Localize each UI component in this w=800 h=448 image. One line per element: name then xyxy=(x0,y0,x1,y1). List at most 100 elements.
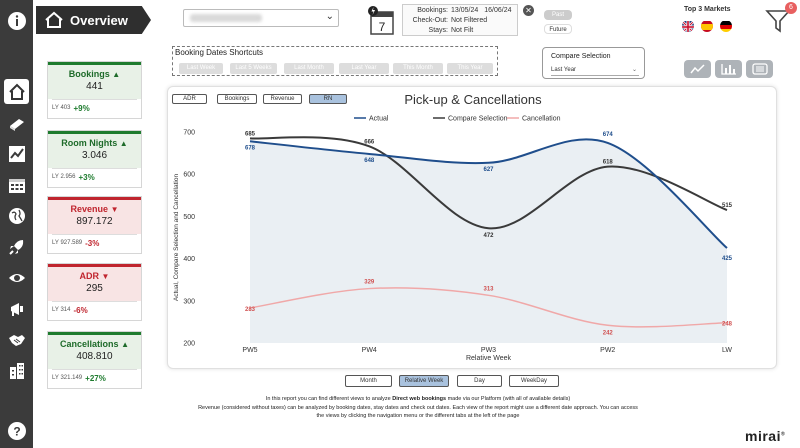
globe-icon[interactable] xyxy=(4,203,29,228)
compare-dropdown[interactable]: Last Year ⌄ xyxy=(551,64,639,76)
bar-chart-icon xyxy=(720,64,736,75)
kpi-card-bookings[interactable]: Bookings ▲ 441 LY 403 +9% xyxy=(47,61,142,119)
hotel-dropdown[interactable]: ⌄ xyxy=(183,9,339,27)
shortcut-last-year[interactable]: Last Year xyxy=(339,63,389,74)
germany-flag-icon[interactable] xyxy=(720,20,732,32)
compare-line xyxy=(249,136,728,230)
chevron-down-icon: ⌄ xyxy=(325,11,334,22)
uk-flag-icon[interactable] xyxy=(682,20,694,32)
line-chart-icon xyxy=(689,64,705,74)
y-axis-label: Actual, Compare Selection and Cancellati… xyxy=(173,174,180,302)
description-line-1: In this report you can find different vi… xyxy=(168,396,668,402)
line-chart-view-button[interactable] xyxy=(684,60,711,78)
megaphone-icon[interactable] xyxy=(4,296,29,321)
book-icon[interactable] xyxy=(4,110,29,135)
up-arrow-icon: ▲ xyxy=(121,340,129,349)
data-label: 618 xyxy=(603,160,614,166)
x-tick-label: PW4 xyxy=(362,347,377,354)
close-icon[interactable]: ✕ xyxy=(523,5,534,16)
kpi-value: 3.046 xyxy=(81,150,108,161)
data-label: 678 xyxy=(245,145,256,151)
bar-chart-view-button[interactable] xyxy=(715,60,742,78)
kpi-card-cancellations[interactable]: Cancellations ▲ 408.810 LY 321.149 +27% xyxy=(47,331,142,389)
past-button[interactable]: Past xyxy=(544,10,572,20)
handshake-icon[interactable] xyxy=(4,327,29,352)
shortcut-last-week[interactable]: Last Week xyxy=(179,63,223,74)
x-tick-label: PW5 xyxy=(242,347,257,354)
data-label: 313 xyxy=(483,286,494,292)
data-label: 674 xyxy=(603,132,614,138)
kpi-pct: -6% xyxy=(73,305,88,315)
spain-flag-icon[interactable] xyxy=(701,20,713,32)
eye-icon[interactable] xyxy=(4,265,29,290)
metric-tab-revenue[interactable]: Revenue xyxy=(263,94,302,104)
help-icon[interactable]: ? xyxy=(4,418,29,443)
info-icon[interactable] xyxy=(4,8,29,33)
data-label: 685 xyxy=(245,131,256,137)
y-tick-label: 300 xyxy=(183,298,195,305)
up-arrow-icon: ▲ xyxy=(119,139,128,148)
trend-chart-icon[interactable] xyxy=(4,141,29,166)
kpi-value: 295 xyxy=(86,283,103,294)
svg-text:?: ? xyxy=(13,424,20,438)
chart-panel: ADR Bookings Revenue RN Pick-up & Cancel… xyxy=(167,86,777,369)
metric-tab-adr[interactable]: ADR xyxy=(172,94,207,104)
calendar-icon[interactable] xyxy=(4,172,29,197)
x-tick-label: PW2 xyxy=(600,347,615,354)
bookings-label: Bookings: xyxy=(417,7,448,14)
kpi-ly: LY 2.956 xyxy=(52,174,76,180)
shortcut-last-month[interactable]: Last Month xyxy=(284,63,334,74)
compare-value: Last Year xyxy=(551,67,577,73)
metric-tab-bookings[interactable]: Bookings xyxy=(217,94,257,104)
view-tab-month[interactable]: Month xyxy=(345,375,392,387)
calendar-date-icon[interactable]: 7 xyxy=(365,4,397,36)
kpi-pct: +3% xyxy=(78,172,95,182)
data-label: 242 xyxy=(603,330,614,336)
home-outline-icon xyxy=(45,11,63,28)
kpi-card-adr[interactable]: ADR ▼ 295 LY 314 -6% xyxy=(47,263,142,321)
booking-date-shortcuts: Booking Dates Shortcuts Last Week Last 5… xyxy=(172,46,498,76)
kpi-value: 897.172 xyxy=(76,216,113,227)
view-tab-weekday[interactable]: WeekDay xyxy=(509,375,559,387)
kpi-pct: +9% xyxy=(73,103,90,113)
description-line-3: the views by clicking the navigation men… xyxy=(316,413,520,419)
data-label: 248 xyxy=(722,322,733,328)
y-tick-label: 200 xyxy=(183,341,195,348)
view-tab-relative-week[interactable]: Relative Week xyxy=(399,375,449,387)
kpi-ly: LY 403 xyxy=(52,105,71,111)
legend-label: Actual xyxy=(369,116,389,123)
table-view-button[interactable] xyxy=(746,60,773,78)
bookings-to: 16/06/24 xyxy=(484,7,512,14)
desc-bold: Direct web bookings xyxy=(392,396,447,402)
description-line-2: Revenue (considered without taxes) can b… xyxy=(198,405,638,411)
kpi-name: ADR xyxy=(79,271,100,281)
data-label: 666 xyxy=(364,139,375,145)
kpi-card-revenue[interactable]: Revenue ▼ 897.172 LY 927.589 -3% xyxy=(47,196,142,254)
data-label: 648 xyxy=(364,158,375,164)
data-label: 425 xyxy=(722,256,733,262)
list-icon xyxy=(751,63,768,75)
future-button[interactable]: Future xyxy=(544,24,572,34)
hotel-name-redacted xyxy=(190,14,262,22)
metric-tab-rn[interactable]: RN xyxy=(309,94,347,104)
shortcut-this-month[interactable]: This Month xyxy=(393,63,443,74)
home-icon[interactable] xyxy=(4,79,29,104)
kpi-ly: LY 927.589 xyxy=(52,240,83,246)
shortcuts-title: Booking Dates Shortcuts xyxy=(175,48,264,57)
x-axis-label: Relative Week xyxy=(466,355,512,362)
shortcut-this-year[interactable]: This Year xyxy=(447,63,493,74)
down-arrow-icon: ▼ xyxy=(110,205,119,214)
kpi-pct: +27% xyxy=(85,373,106,383)
y-tick-label: 600 xyxy=(183,172,195,179)
rocket-icon[interactable] xyxy=(4,234,29,259)
kpi-ly: LY 321.149 xyxy=(52,375,83,381)
kpi-card-room-nights[interactable]: Room Nights ▲ 3.046 LY 2.956 +3% xyxy=(47,130,142,188)
overview-tab[interactable]: Overview xyxy=(36,6,151,34)
chart-title: Pick-up & Cancellations xyxy=(404,92,542,107)
view-tab-day[interactable]: Day xyxy=(457,375,502,387)
shortcut-last-5-weeks[interactable]: Last 5 Weeks xyxy=(230,63,277,74)
bookings-from: 13/05/24 xyxy=(451,7,479,14)
chevron-down-icon: ⌄ xyxy=(631,67,637,73)
building-icon[interactable] xyxy=(4,358,29,383)
kpi-value: 408.810 xyxy=(76,351,113,362)
